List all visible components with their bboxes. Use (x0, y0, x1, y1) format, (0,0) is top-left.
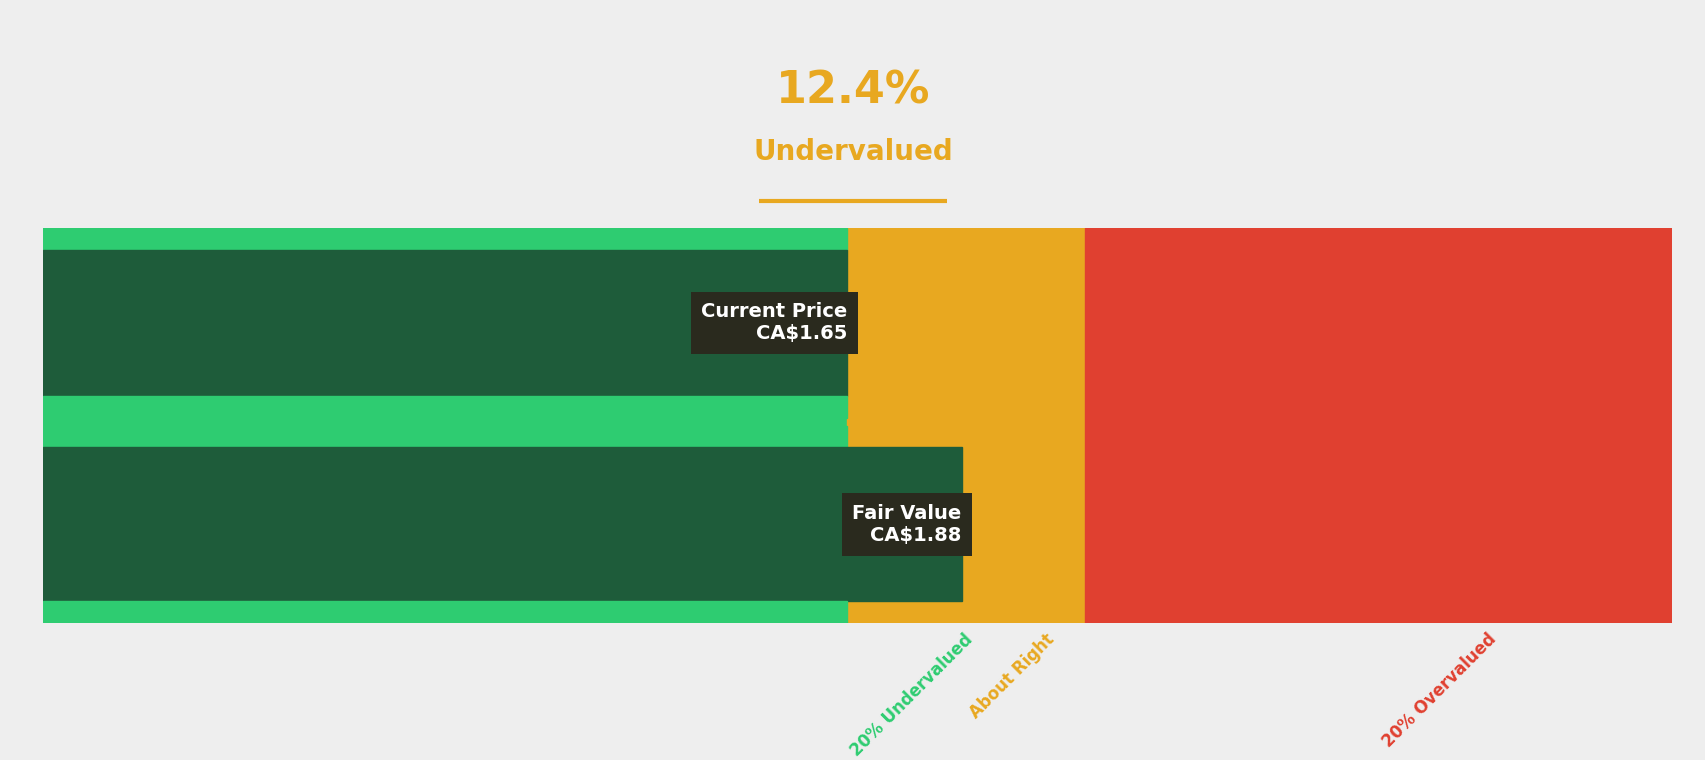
Text: 12.4%: 12.4% (776, 70, 929, 112)
Text: Current Price
CA$1.65: Current Price CA$1.65 (701, 302, 847, 344)
Bar (43, 250, 847, 396)
Bar (43, 448, 962, 601)
Bar (43, 396, 847, 418)
Text: About Right: About Right (965, 630, 1057, 722)
Bar (847, 228, 1084, 623)
Bar (43, 228, 847, 250)
Text: 20% Undervalued: 20% Undervalued (847, 630, 977, 759)
Text: Fair Value
CA$1.88: Fair Value CA$1.88 (852, 504, 962, 545)
Bar (43, 601, 847, 623)
Bar (43, 426, 847, 448)
Text: Undervalued: Undervalued (752, 138, 953, 166)
Text: 20% Overvalued: 20% Overvalued (1378, 630, 1499, 751)
Bar (43, 228, 847, 623)
Bar (1084, 228, 1671, 623)
